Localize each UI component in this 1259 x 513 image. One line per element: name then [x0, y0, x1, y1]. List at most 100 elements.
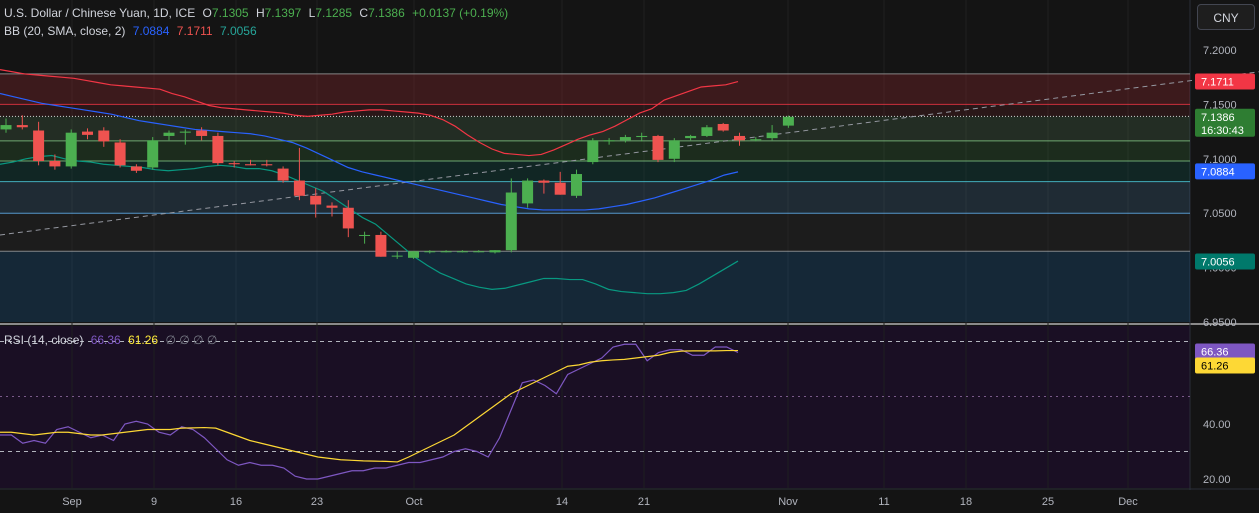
candle-body [342, 207, 354, 229]
bb-lower-value: 7.0056 [219, 24, 257, 38]
fib-zone [0, 116, 1190, 141]
fib-zone [0, 160, 1190, 182]
candle-body [228, 163, 240, 165]
rsi-indicator-label[interactable]: RSI (14, close) [4, 333, 84, 347]
ohlc-close-value: 7.1386 [368, 6, 405, 20]
time-tick-label: 25 [1042, 496, 1054, 508]
candle-body [456, 251, 468, 253]
price-tick-label: 7.1500 [1203, 99, 1237, 111]
candle-body [212, 135, 224, 164]
symbol-legend: U.S. Dollar / Chinese Yuan, 1D, ICE O7.1… [4, 6, 512, 20]
candle-body [440, 251, 452, 253]
bb-indicator-label[interactable]: BB (20, SMA, close, 2) [4, 24, 126, 38]
ohlc-high-label: H [255, 6, 265, 20]
rsi-tick-label: 20.00 [1203, 474, 1231, 486]
candle-body [82, 131, 93, 135]
time-tick-label: 14 [556, 496, 568, 508]
candle-body [130, 166, 142, 171]
ohlc-open-label: O [202, 6, 212, 20]
bb-basis-line [0, 92, 739, 211]
candle-body [636, 135, 648, 138]
candle-body [685, 135, 697, 139]
fib-zone [0, 251, 1190, 322]
time-axis: Sep 9 16 23 Oct 14 21 Nov 11 18 25 Dec [0, 488, 1259, 508]
candle-body [424, 251, 436, 253]
fibonacci-levels [0, 73, 1190, 322]
candle-body [0, 125, 12, 130]
candle-body [261, 164, 273, 166]
bb-lower-badge-text: 7.0056 [1201, 257, 1235, 269]
candle-body [408, 251, 419, 258]
price-tick-label: 7.2000 [1203, 45, 1237, 57]
candle-body [554, 182, 566, 195]
bb-upper-line [0, 68, 739, 157]
bb-basis-badge-text: 7.0884 [1201, 166, 1235, 178]
trendline [0, 71, 1259, 236]
rsi-pane-background [0, 326, 1190, 488]
rsi-ma-line [0, 349, 738, 463]
candle-body [734, 135, 745, 141]
ohlc-open-value: 7.1305 [211, 6, 249, 20]
currency-button[interactable]: CNY [1197, 4, 1255, 30]
ohlc-open: O7.1305 [203, 6, 249, 20]
last-price-badge-text: 7.1386 [1201, 112, 1235, 124]
candle-body [326, 205, 338, 208]
candle-body [310, 195, 322, 205]
candle-body [619, 137, 631, 141]
bb-legend: BB (20, SMA, close, 2) 7.0884 7.1711 7.0… [4, 24, 261, 38]
bb-basis-value: 7.0884 [132, 24, 170, 38]
candle-body [668, 140, 680, 159]
time-tick-label: 11 [878, 496, 889, 508]
bb-upper-badge [1195, 73, 1255, 90]
fib-zone [0, 104, 1190, 117]
time-tick-label: 16 [230, 496, 242, 508]
rsi-value: 66.36 [90, 333, 121, 347]
candle-body [782, 116, 794, 126]
rsi-line [0, 343, 739, 480]
ohlc-high: H7.1397 [256, 6, 301, 20]
fib-zone [0, 213, 1190, 252]
bb-upper-badge-text: 7.1711 [1201, 76, 1234, 88]
grid-lines [71, 0, 1129, 488]
bb-upper-value: 7.1711 [176, 24, 213, 38]
candle-body [750, 139, 762, 141]
candle-body [505, 192, 517, 251]
candle-body [16, 125, 28, 128]
candle-body [473, 251, 485, 253]
candle-body [163, 132, 175, 136]
candle-body [245, 164, 256, 166]
candlestick-series [0, 115, 794, 259]
rsi-badge [1195, 343, 1255, 360]
candle-body [49, 160, 61, 167]
time-tick-label: Dec [1118, 496, 1138, 508]
time-tick-label: 9 [151, 496, 157, 508]
price-change: +0.0137 (+0.19%) [412, 6, 509, 20]
candle-body [277, 168, 289, 181]
candle-body [587, 140, 599, 163]
rsi-ma-badge [1195, 357, 1255, 374]
candle-body [196, 130, 208, 136]
candle-body [179, 131, 191, 133]
ohlc-close: C7.1386 [359, 6, 404, 20]
candle-body [65, 132, 77, 167]
candle-body [489, 250, 501, 253]
ohlc-high-value: 7.1397 [264, 6, 302, 20]
bb-lower-badge [1195, 253, 1255, 270]
candle-body [522, 180, 534, 204]
time-tick-label: 21 [638, 496, 650, 508]
fib-zone [0, 73, 1190, 105]
price-tick-label: 7.1000 [1203, 154, 1237, 166]
rsi-empty-values: ∅ ∅ ∅ ∅ [165, 333, 218, 347]
last-price-badge-text: 16:30:43 [1201, 125, 1244, 137]
ohlc-low: L7.1285 [309, 6, 352, 20]
rsi-ma-badge-text: 61.26 [1201, 361, 1229, 373]
fib-zone [0, 181, 1190, 214]
candle-body [359, 234, 371, 236]
price-tick-label: 6.9500 [1203, 317, 1237, 329]
time-tick-label: Nov [778, 496, 798, 508]
rsi-pane [0, 341, 1190, 480]
candle-body [538, 180, 550, 183]
symbol-title[interactable]: U.S. Dollar / Chinese Yuan, 1D, ICE [4, 6, 196, 20]
candle-body [391, 255, 403, 257]
